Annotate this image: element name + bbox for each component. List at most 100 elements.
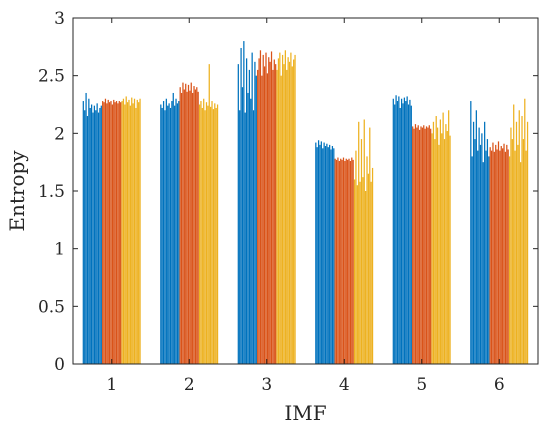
bar-imf4-series3-14 xyxy=(371,167,374,364)
bar-imf5-series1-6 xyxy=(399,107,401,365)
bar-imf6-series2-12 xyxy=(504,151,507,364)
bar-imf6-series1-3 xyxy=(472,121,475,364)
bar-imf5-series1-4 xyxy=(396,101,399,364)
bar-imf1-series1-3 xyxy=(85,92,87,364)
bar-imf5-series1-8 xyxy=(402,103,404,364)
bar-imf6-series2-10 xyxy=(502,148,504,364)
bar-imf3-series3-2 xyxy=(277,58,280,365)
bar-imf6-series2-14 xyxy=(507,149,509,364)
bar-imf6-series3-1 xyxy=(508,156,511,364)
y-tick-label: 0 xyxy=(54,355,65,375)
bar-imf3-series3-12 xyxy=(291,66,293,364)
bar-imf5-series3-12 xyxy=(446,131,448,364)
bar-imf2-series1-3 xyxy=(162,101,165,364)
bar-imf5-series2-8 xyxy=(421,127,423,364)
bar-imf3-series3-13 xyxy=(293,59,295,365)
bar-imf6-series3-2 xyxy=(510,127,512,364)
bar-imf4-series2-10 xyxy=(347,159,349,364)
x-tick-labels: 1 2 3 4 5 6 xyxy=(106,375,504,395)
bar-imf1-series2-7 xyxy=(110,101,112,364)
bar-imf3-series3-11 xyxy=(290,52,292,364)
bar-imf1-series2-5 xyxy=(107,99,109,364)
bar-imf2-series1-7 xyxy=(168,103,170,364)
bar-imf6-series3-6 xyxy=(515,121,518,364)
bar-imf5-series1-2 xyxy=(394,104,396,364)
bar-imf1-series3-8 xyxy=(131,97,133,364)
bar-imf4-series1-7 xyxy=(323,142,325,364)
bar-imf6-series2-1 xyxy=(489,147,491,364)
bar-imf5-series3-14 xyxy=(449,135,451,364)
bar-imf1-series2-14 xyxy=(120,102,122,364)
bar-imf3-series3-14 xyxy=(294,54,296,364)
bar-imf3-series1-14 xyxy=(255,75,257,365)
bar-imf2-series1-10 xyxy=(172,92,174,364)
bar-imf4-series3-9 xyxy=(365,191,367,364)
bar-imf5-series3-1 xyxy=(431,133,433,364)
bar-imf4-series1-13 xyxy=(331,146,334,364)
bar-imf1-series3-4 xyxy=(125,96,127,365)
bar-imf1-series1-5 xyxy=(88,98,90,364)
y-tick-label: 0.5 xyxy=(38,297,65,317)
bar-imf2-series2-9 xyxy=(190,82,192,364)
bar-imf2-series3-1 xyxy=(198,104,201,364)
bar-imf2-series3-9 xyxy=(210,106,212,364)
bar-imf4-series3-13 xyxy=(370,181,372,364)
bar-imf3-series2-6 xyxy=(263,66,266,364)
bar-imf3-series3-1 xyxy=(276,69,278,365)
bar-imf3-series3-3 xyxy=(279,52,281,364)
bar-imf6-series3-12 xyxy=(524,98,526,364)
bar-imf1-series2-10 xyxy=(114,102,116,364)
bar-imf2-series1-13 xyxy=(176,103,179,364)
bar-imf2-series2-1 xyxy=(179,87,181,364)
bar-imf3-series2-4 xyxy=(261,75,263,365)
bar-imf3-series1-11 xyxy=(251,52,253,364)
bar-imf1-series3-2 xyxy=(122,98,125,364)
bar-imf3-series1-9 xyxy=(248,69,251,365)
bar-imf1-series1-14 xyxy=(100,105,102,365)
bar-imf2-series3-4 xyxy=(203,98,205,364)
bar-imf1-series3-3 xyxy=(124,104,126,364)
bar-imf6-series1-9 xyxy=(481,133,483,364)
bar-imf4-series2-9 xyxy=(345,158,347,364)
bar-imf5-series3-3 xyxy=(434,139,436,364)
bar-imf2-series1-1 xyxy=(160,104,162,364)
bar-imf3-series2-1 xyxy=(257,69,259,365)
bar-imf5-series2-4 xyxy=(416,127,418,364)
bar-imf5-series2-6 xyxy=(418,129,421,364)
bar-imf5-series1-9 xyxy=(403,97,406,364)
bar-imf3-series1-10 xyxy=(250,98,252,364)
y-tick-label: 2.5 xyxy=(38,67,65,87)
bar-imf6-series3-4 xyxy=(513,104,515,364)
bar-imf5-series3-7 xyxy=(439,119,441,365)
bar-imf3-series2-12 xyxy=(272,69,274,365)
bar-imf2-series1-2 xyxy=(161,107,163,365)
bar-imf5-series1-1 xyxy=(392,98,394,364)
y-tick-label: 2 xyxy=(54,124,65,144)
bar-imf6-series3-5 xyxy=(514,150,516,364)
bar-imf6-series1-12 xyxy=(485,150,487,364)
bar-imf3-series1-13 xyxy=(254,61,256,364)
bar-imf1-series1-9 xyxy=(93,105,96,365)
bar-imf5-series1-13 xyxy=(409,99,411,364)
bar-imf3-series2-2 xyxy=(258,58,260,365)
bar-imf4-series3-11 xyxy=(367,173,370,364)
bar-imf1-series1-4 xyxy=(86,116,89,364)
bar-imf6-series1-7 xyxy=(478,127,480,364)
bar-imf6-series3-13 xyxy=(525,150,527,364)
bar-imf1-series1-7 xyxy=(90,104,93,364)
bar-imf6-series1-11 xyxy=(484,121,486,364)
bar-imf1-series2-13 xyxy=(118,101,120,364)
bar-imf4-series1-3 xyxy=(317,140,320,364)
x-tick-label: 5 xyxy=(416,375,427,395)
bar-imf4-series3-8 xyxy=(363,119,365,365)
bar-imf6-series3-9 xyxy=(520,162,522,364)
bar-imf1-series3-14 xyxy=(139,98,141,364)
bar-imf5-series3-8 xyxy=(441,133,443,364)
bar-imf4-series2-13 xyxy=(351,157,353,364)
bar-imf4-series1-4 xyxy=(319,144,321,364)
bar-imf1-series3-11 xyxy=(135,107,137,365)
bar-imf5-series1-7 xyxy=(400,98,403,364)
bar-imf4-series2-4 xyxy=(338,161,340,364)
bar-imf3-series3-7 xyxy=(284,50,286,364)
bar-imf5-series1-14 xyxy=(410,105,412,365)
